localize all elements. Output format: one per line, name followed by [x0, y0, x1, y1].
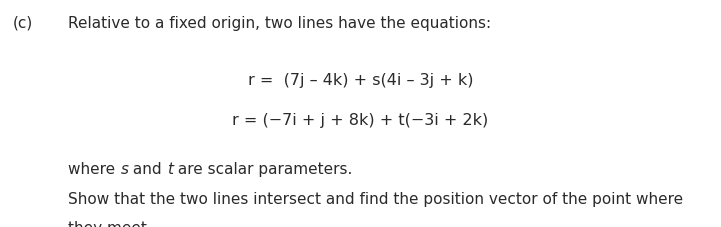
- Text: (c): (c): [13, 16, 33, 31]
- Text: t: t: [167, 162, 173, 177]
- Text: they meet.: they meet.: [68, 221, 152, 227]
- Text: and: and: [128, 162, 167, 177]
- Text: s: s: [120, 162, 128, 177]
- Text: Relative to a fixed origin, two lines have the equations:: Relative to a fixed origin, two lines ha…: [68, 16, 492, 31]
- Text: where: where: [68, 162, 120, 177]
- Text: are scalar parameters.: are scalar parameters.: [173, 162, 353, 177]
- Text: r =  (7j – 4k) + s(4i – 3j + k): r = (7j – 4k) + s(4i – 3j + k): [248, 73, 473, 88]
- Text: Show that the two lines intersect and find the position vector of the point wher: Show that the two lines intersect and fi…: [68, 192, 684, 207]
- Text: r = (−7i + j + 8k) + t(−3i + 2k): r = (−7i + j + 8k) + t(−3i + 2k): [232, 114, 489, 128]
